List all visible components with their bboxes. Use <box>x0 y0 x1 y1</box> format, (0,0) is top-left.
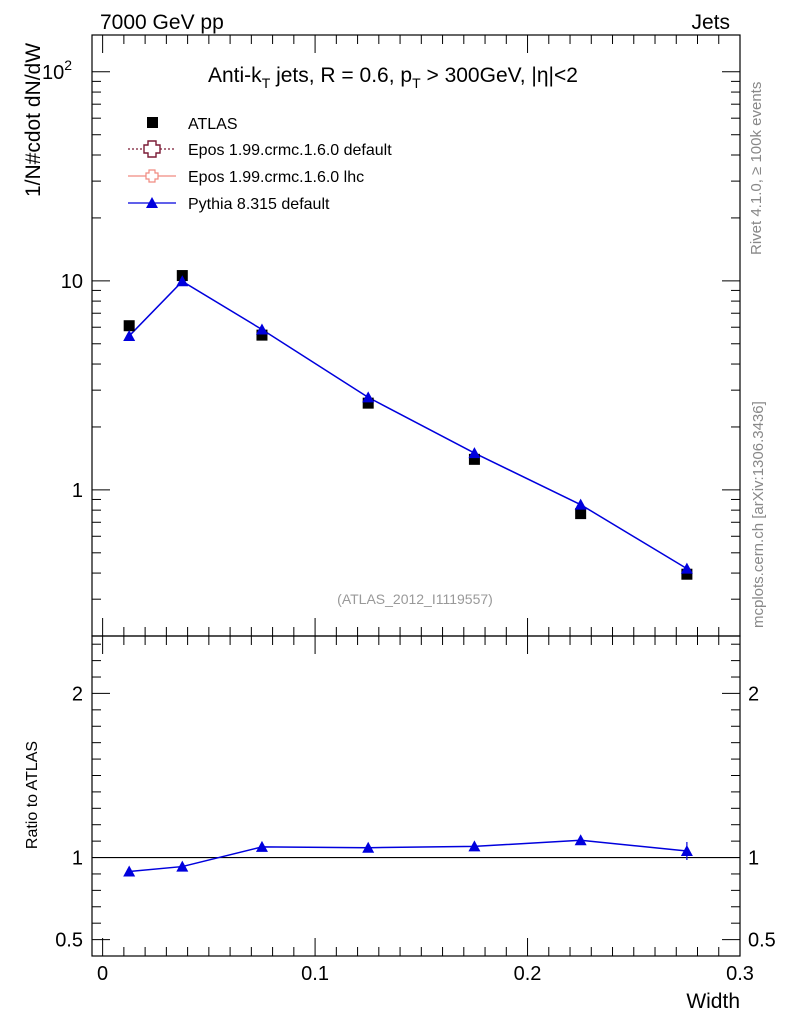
ratio-x-ticks <box>102 636 741 956</box>
x-tick-label: 0.1 <box>301 963 329 985</box>
x-tick-labels: 0 0.1 0.2 0.3 <box>97 963 754 985</box>
pythia-point <box>362 391 375 403</box>
ratio-y-tick-label-left: 2 <box>72 683 83 705</box>
rivet-label: Rivet 4.1.0, ≥ 100k events <box>748 82 765 255</box>
ratio-y-tick-labels: 0.5 0.5 1 1 2 2 <box>55 683 776 951</box>
header-right: Jets <box>691 11 730 34</box>
atlas-point <box>575 508 587 520</box>
legend-label-epos-default: Epos 1.99.crmc.1.6.0 default <box>188 142 392 159</box>
atlas-point <box>256 329 268 341</box>
mcplots-label: mcplots.cern.ch [arXiv:1306.3436] <box>750 401 767 628</box>
ratio-y-axis-label: Ratio to ATLAS <box>24 741 41 849</box>
ratio-y-ticks <box>92 643 740 941</box>
legend-marker-pythia <box>146 197 158 208</box>
legend-label-pythia: Pythia 8.315 default <box>188 196 330 213</box>
ratio-pythia-point <box>362 841 375 853</box>
ratio-data-layer <box>92 834 740 877</box>
analysis-watermark: (ATLAS_2012_I1119557) <box>337 591 493 607</box>
ratio-pythia-point <box>574 834 587 846</box>
ratio-y-tick-label-left: 0.5 <box>55 930 83 952</box>
ratio-frame <box>91 635 741 957</box>
ratio-y-tick-label-right: 2 <box>748 683 759 705</box>
ratio-pythia-point <box>123 865 136 877</box>
legend-label-atlas: ATLAS <box>188 116 238 133</box>
pythia-line <box>128 280 688 570</box>
atlas-point <box>468 453 480 465</box>
ratio-pythia-point <box>680 844 693 856</box>
main-data-layer <box>123 270 693 580</box>
x-tick-label: 0 <box>97 963 108 985</box>
atlas-point <box>362 397 374 409</box>
header-left: 7000 GeV pp <box>100 11 224 34</box>
pythia-point <box>123 329 136 341</box>
pythia-point <box>680 562 693 574</box>
main-y-tick-label: 10 <box>61 271 83 293</box>
ratio-pythia-point <box>468 840 481 852</box>
ratio-y-tick-label-right: 1 <box>748 848 759 870</box>
ratio-pythia-point <box>255 840 268 852</box>
x-axis-label: Width <box>686 990 740 1013</box>
ratio-y-tick-label-right: 0.5 <box>748 930 776 952</box>
pythia-point <box>468 447 481 459</box>
ratio-y-tick-label-left: 1 <box>72 848 83 870</box>
pythia-point <box>176 275 189 287</box>
legend-marker-atlas <box>147 117 158 128</box>
legend-marker-epos-lhc <box>145 169 159 183</box>
main-y-tick-label: 1 <box>72 480 83 502</box>
legend: ATLAS Epos 1.99.crmc.1.6.0 default Epos … <box>128 116 392 213</box>
main-panel: 1 10 102 1/N#cdot dN/dW Anti-kT jets, R = … <box>22 34 741 637</box>
ratio-panel: 0.5 0.5 1 1 2 2 0 0.1 0.2 0.3 Ratio to ATLAS Wid… <box>24 635 776 1013</box>
main-x-ticks <box>102 35 741 636</box>
pythia-point <box>255 323 268 335</box>
chart-title: Anti-kT jets, R = 0.6, pT > 300GeV, |η|<… <box>208 64 578 91</box>
ratio-pythia-line <box>129 839 687 873</box>
legend-label-epos-lhc: Epos 1.99.crmc.1.6.0 lhc <box>188 169 364 186</box>
atlas-point <box>123 320 135 332</box>
atlas-point <box>681 568 693 580</box>
main-y-ticks <box>92 71 740 637</box>
x-tick-label: 0.3 <box>726 963 754 985</box>
main-y-tick-label: 102 <box>42 57 72 84</box>
main-y-axis-label: 1/N#cdot dN/dW <box>22 43 45 197</box>
ratio-pythia-point <box>176 860 189 872</box>
main-y-tick-labels: 1 10 102 <box>42 57 83 502</box>
legend-marker-epos-default <box>143 140 161 158</box>
pythia-point <box>574 498 587 510</box>
x-tick-label: 0.2 <box>514 963 542 985</box>
